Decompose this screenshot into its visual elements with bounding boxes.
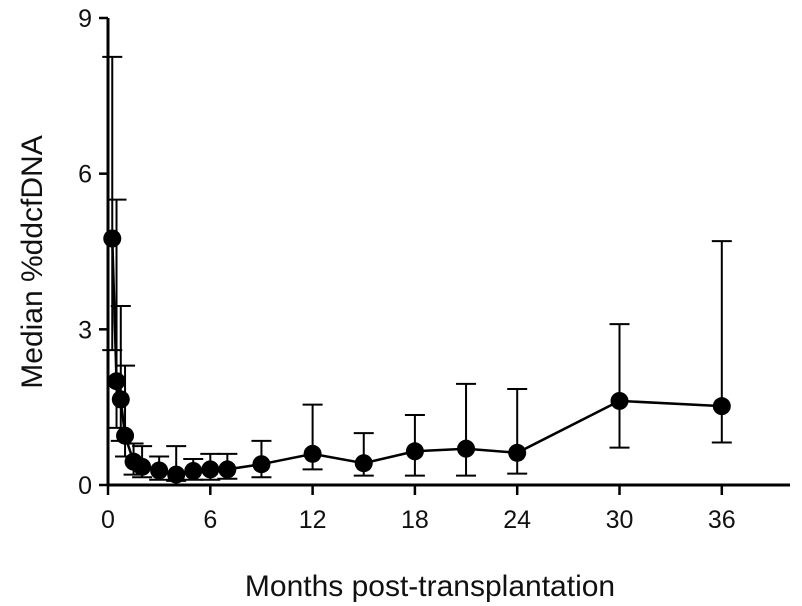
data-point [354, 454, 373, 473]
x-tick-label: 30 [606, 506, 634, 534]
data-point [201, 460, 220, 479]
data-point [116, 426, 135, 445]
data-point [167, 465, 186, 484]
data-point [184, 461, 203, 480]
x-tick-label: 36 [708, 506, 736, 534]
y-axis-ticks: 0 3 6 9 [78, 5, 108, 500]
x-tick-label: 24 [503, 506, 531, 534]
series-lines [111, 238, 722, 476]
error-bars [102, 55, 732, 482]
x-tick-label: 12 [299, 506, 327, 534]
data-point [303, 444, 322, 463]
data-point [457, 439, 476, 458]
data-point [252, 455, 271, 474]
data-point [508, 443, 527, 462]
data-point [150, 461, 169, 480]
data-point [610, 391, 629, 410]
y-tick-label: 3 [78, 316, 92, 344]
data-point [133, 457, 152, 476]
y-axis-label: Median %ddcfDNA [16, 135, 49, 388]
data-points [103, 229, 731, 484]
x-axis-ticks: 0 6 12 18 24 30 36 [101, 485, 736, 534]
y-tick-label: 0 [78, 472, 92, 500]
x-tick-label: 0 [101, 506, 115, 534]
y-tick-label: 9 [78, 5, 92, 33]
data-point [712, 397, 731, 416]
data-point [111, 390, 130, 409]
data-point [107, 372, 126, 391]
data-point [218, 460, 237, 479]
series-line [111, 238, 722, 476]
y-tick-label: 6 [78, 161, 92, 189]
data-point [405, 442, 424, 461]
x-tick-label: 18 [401, 506, 429, 534]
data-point [103, 229, 122, 248]
x-tick-label: 6 [203, 506, 217, 534]
x-axis-label: Months post-transplantation [245, 570, 615, 603]
